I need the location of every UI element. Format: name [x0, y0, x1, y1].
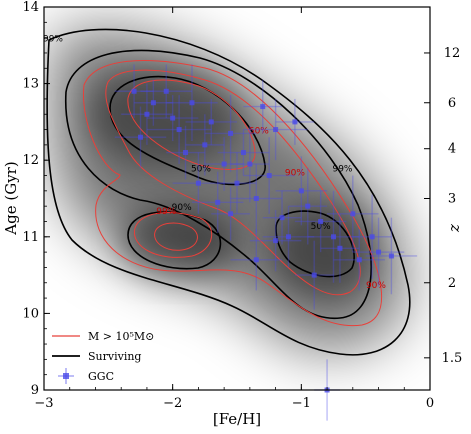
legend: M > 10⁵M⊙ Surviving GGC: [52, 330, 154, 384]
z-tick-label: 2: [448, 276, 456, 291]
contour-50-surviving: [109, 75, 355, 278]
contour-label: 90%: [285, 169, 305, 179]
ggc-point: [185, 98, 237, 145]
contour-label: 99%: [332, 165, 352, 175]
ggc-point: [191, 171, 244, 233]
z-tick-label: 3: [448, 192, 456, 207]
contour-99-surviving: [46, 28, 411, 356]
contour-label: 90%: [366, 281, 386, 291]
z-tick-label: 6: [448, 96, 456, 111]
ggc-point: [217, 129, 270, 176]
ggc-point: [294, 240, 334, 310]
ggc-point: [294, 190, 347, 253]
ggc-point: [172, 152, 225, 214]
legend-ggc-marker: [58, 368, 74, 384]
ggc-point: [211, 187, 250, 241]
ggc-point: [327, 175, 379, 253]
ggc-point: [230, 164, 283, 233]
z-axis: 12 6 4 3 2 1.5: [424, 46, 462, 366]
contour-99-massive: [82, 60, 383, 327]
ggc-point: [166, 125, 205, 180]
contour-label: 99%: [43, 34, 63, 44]
ggc-point: [146, 95, 199, 142]
x-tick-label: 0: [426, 396, 434, 411]
y-axis: 9 10 11 12 13 14: [22, 0, 50, 398]
ggc-point: [185, 114, 225, 176]
legend-label-massive: M > 10⁵M⊙: [88, 330, 154, 343]
ggc-point: [243, 98, 308, 161]
y-tick-label: 14: [22, 0, 39, 15]
legend-label-surviving: Surviving: [88, 350, 141, 363]
ggc-point: [140, 64, 192, 119]
x-axis: −3 −2 −1 0: [34, 7, 434, 411]
x-tick-label: −3: [34, 396, 53, 411]
ggc-point: [262, 206, 315, 268]
ggc-point: [243, 137, 295, 214]
contour-label: 50%: [191, 165, 211, 175]
y-tick-label: 13: [22, 77, 39, 92]
z-tick-label: 4: [448, 142, 456, 157]
x-tick-label: −1: [292, 396, 311, 411]
y-tick-label: 11: [22, 230, 39, 245]
ggc-points: [114, 64, 418, 421]
ggc-point: [352, 217, 405, 287]
plot-area: 99%50%90%50%99%50%90%99%90%: [43, 28, 418, 421]
ggc-point: [307, 190, 360, 283]
ggc-point: [275, 156, 328, 226]
ggc-point: [204, 137, 244, 191]
ggc-point: [146, 95, 212, 165]
massive-contours: [82, 60, 383, 327]
contour-90-massive: [105, 69, 361, 296]
contour-label: 50%: [311, 222, 331, 232]
contour-label: 50%: [249, 126, 269, 136]
legend-label-ggc: GGC: [88, 370, 114, 383]
contour-labels: 99%50%90%50%99%50%90%99%90%: [43, 34, 386, 291]
ggc-point: [166, 64, 218, 142]
contour-90-surviving: [65, 49, 373, 319]
ggc-point: [352, 194, 392, 279]
x-tick-label: −2: [163, 396, 182, 411]
ggc-point: [230, 125, 270, 203]
ggc-point: [217, 152, 257, 214]
ggc-point: [275, 98, 315, 145]
contour-50-massive: [127, 79, 256, 251]
ggc-point: [121, 83, 173, 145]
ggc-point: [288, 167, 328, 245]
ggc-point: [134, 79, 173, 126]
ggc-point: [365, 217, 418, 295]
ggc-point: [249, 209, 302, 272]
contour-label: 99%: [156, 207, 176, 217]
ggc-point: [114, 64, 154, 119]
surviving-contours: [46, 28, 411, 356]
ggc-point: [204, 95, 257, 172]
ggc-point: [243, 79, 283, 134]
ggc-point: [320, 213, 360, 283]
y-axis-title: Age (Gyr): [2, 161, 20, 235]
z-tick-label: 12: [444, 46, 461, 61]
ggc-point: [333, 229, 385, 291]
x-axis-title: [Fe/H]: [213, 410, 261, 428]
z-axis-title: z: [445, 224, 463, 233]
z-tick-label: 1.5: [442, 351, 463, 366]
contour-label: 90%: [172, 203, 192, 213]
ggc-point: [262, 190, 302, 245]
y-tick-label: 9: [31, 383, 39, 398]
y-tick-label: 12: [22, 153, 39, 168]
y-tick-label: 10: [22, 306, 39, 321]
ggc-point: [230, 229, 283, 291]
ggc-point: [114, 106, 167, 168]
